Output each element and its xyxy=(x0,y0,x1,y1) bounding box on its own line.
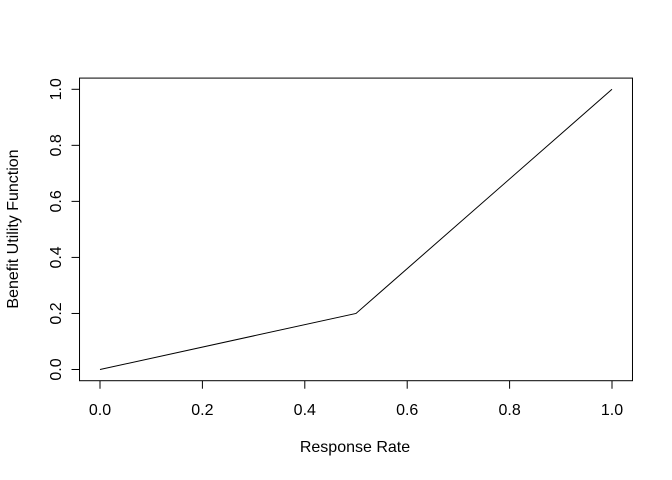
x-axis-tick-label: 0.6 xyxy=(396,402,418,419)
y-axis-tick-label: 0.4 xyxy=(48,246,65,268)
x-axis-tick-label: 1.0 xyxy=(601,402,623,419)
y-axis-tick-label: 0.0 xyxy=(48,358,65,380)
x-axis-title: Response Rate xyxy=(299,439,411,456)
y-axis-tick-label: 1.0 xyxy=(48,78,65,100)
x-axis-tick-label: 0.0 xyxy=(89,402,111,419)
x-axis-tick-label: 0.2 xyxy=(191,402,213,419)
y-axis-title: Benefit Utility Function xyxy=(5,149,22,309)
y-axis-tick-label: 0.8 xyxy=(48,134,65,156)
x-axis-tick-label: 0.8 xyxy=(498,402,520,419)
x-axis-tick-label: 0.4 xyxy=(294,402,316,419)
data-line xyxy=(99,88,613,370)
y-axis-tick-label: 0.2 xyxy=(48,302,65,324)
y-axis-tick-label: 0.6 xyxy=(48,190,65,212)
plot-box xyxy=(79,77,633,382)
